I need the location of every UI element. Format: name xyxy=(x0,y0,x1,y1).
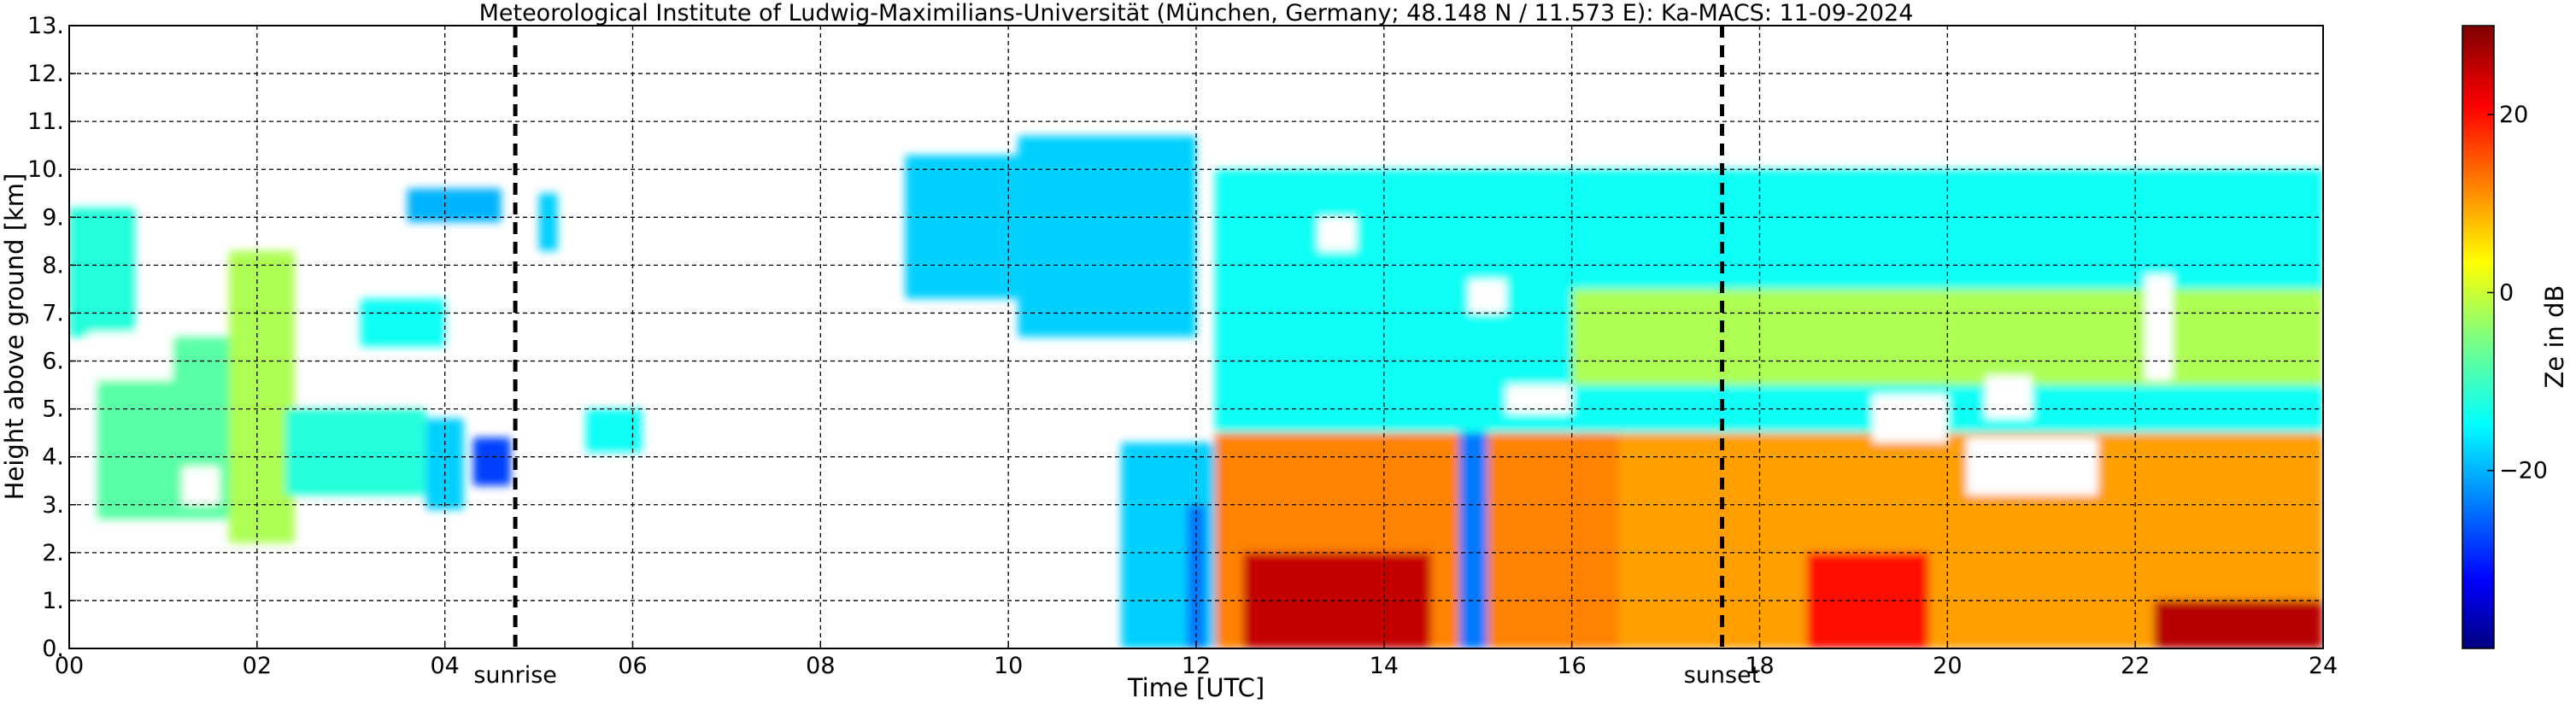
x-tick-label: 08 xyxy=(806,653,835,679)
colorbar-ticks: −20 0 20 xyxy=(2487,102,2548,484)
x-tick-label: 16 xyxy=(1557,653,1586,679)
chart-title: Meteorological Institute of Ludwig-Maxim… xyxy=(479,0,1914,26)
echo-region-3 xyxy=(285,408,426,496)
x-tick-label: 22 xyxy=(2121,653,2150,679)
x-tick-label: 00 xyxy=(55,653,84,679)
y-tick-label: 11. xyxy=(27,109,64,135)
x-axis-ticks: 00 02 04 06 08 10 12 14 16 18 20 22 24 xyxy=(55,642,2338,679)
no-echo-gap-8 xyxy=(2145,274,2174,380)
y-tick-label: 8. xyxy=(42,252,64,279)
echo-region-21 xyxy=(1187,504,1206,648)
colorbar-label: Ze in dB xyxy=(2540,285,2569,389)
echo-region-6 xyxy=(407,188,502,222)
no-echo-gap-0 xyxy=(87,331,173,380)
echo-region-20 xyxy=(1458,432,1488,648)
no-echo-gap-5 xyxy=(1872,394,1948,443)
colorbar xyxy=(2462,25,2495,649)
echo-region-5 xyxy=(360,298,445,347)
x-tick-label: 06 xyxy=(618,653,647,679)
echo-region-7 xyxy=(472,437,511,486)
sunset-label: sunset xyxy=(1684,662,1761,689)
y-tick-label: 12. xyxy=(27,61,64,87)
colorbar-tick-label: −20 xyxy=(2499,458,2548,484)
colorbar-tick-label: 20 xyxy=(2499,102,2528,128)
echo-region-0 xyxy=(69,208,135,337)
y-tick-label: 4. xyxy=(42,444,64,471)
echo-region-9 xyxy=(585,408,643,453)
x-tick-label: 12 xyxy=(1182,653,1211,679)
y-axis-label: Height above ground [km] xyxy=(0,173,29,501)
x-tick-label: 14 xyxy=(1370,653,1399,679)
radar-echo-field xyxy=(69,135,2323,648)
no-echo-gap-7 xyxy=(1317,217,1356,251)
y-tick-label: 9. xyxy=(42,204,64,231)
echo-region-10 xyxy=(905,155,1018,299)
x-axis-label: Time [UTC] xyxy=(1127,673,1265,702)
x-tick-label: 24 xyxy=(2309,653,2338,679)
x-tick-label: 02 xyxy=(243,653,272,679)
echo-region-2 xyxy=(228,250,295,543)
y-tick-label: 6. xyxy=(42,349,64,375)
y-tick-label: 2. xyxy=(42,540,64,566)
sun-markers: sunrise sunset xyxy=(473,26,1760,689)
echo-region-11 xyxy=(1018,135,1196,337)
echo-region-8 xyxy=(538,193,558,251)
y-tick-label: 0. xyxy=(42,636,64,662)
no-echo-gap-4 xyxy=(1966,437,2098,496)
y-axis-ticks: 0. 1. 2. 3. 4. 5. 6. 7. 8. 9. 10. 11. 12. 13. xyxy=(27,13,76,662)
colorbar-tick-label: 0 xyxy=(2499,279,2514,306)
echo-region-17 xyxy=(2154,600,2323,648)
y-tick-label: 7. xyxy=(42,300,64,326)
no-echo-gap-3 xyxy=(1985,375,2033,419)
y-tick-label: 1. xyxy=(42,588,64,614)
x-tick-label: 18 xyxy=(1745,653,1774,679)
y-tick-label: 10. xyxy=(27,156,64,183)
y-tick-label: 13. xyxy=(27,13,64,39)
x-tick-label: 10 xyxy=(994,653,1023,679)
no-echo-gap-6 xyxy=(1468,279,1506,314)
sunrise-label: sunrise xyxy=(473,662,557,689)
y-tick-label: 5. xyxy=(42,396,64,423)
x-tick-label: 20 xyxy=(1933,653,1962,679)
x-tick-label: 04 xyxy=(430,653,459,679)
grid xyxy=(69,26,2323,648)
no-echo-gap-1 xyxy=(181,466,220,505)
y-tick-label: 3. xyxy=(42,492,64,519)
